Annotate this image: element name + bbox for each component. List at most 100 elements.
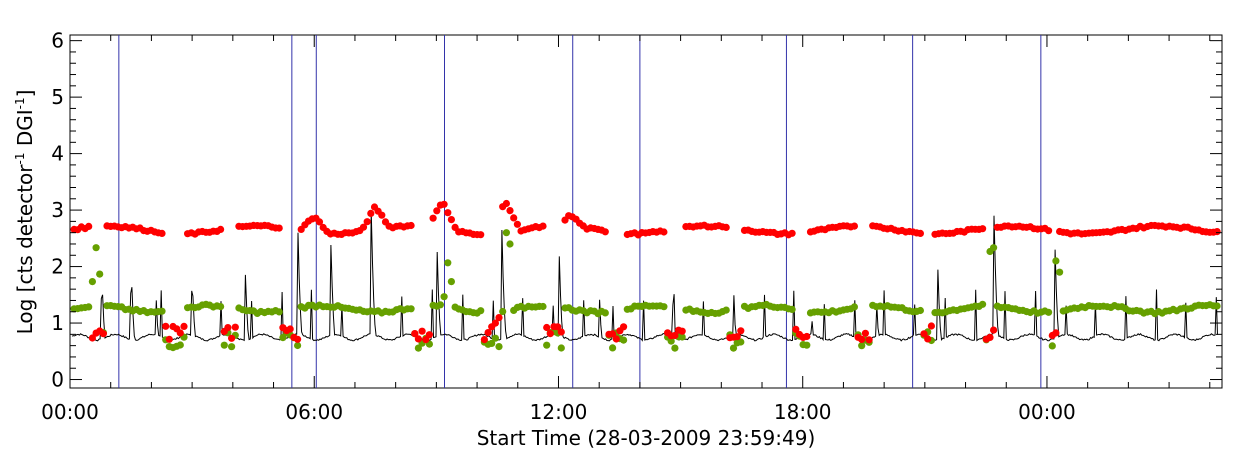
red-point (491, 319, 499, 327)
red-point (180, 322, 188, 330)
y-axis-label-sup1: -1 (13, 153, 27, 165)
x-tick-label: 00:00 (41, 400, 99, 424)
red-point (609, 330, 617, 338)
red-point (418, 327, 426, 335)
red-point (294, 335, 302, 343)
green-point (858, 342, 866, 350)
x-tick-label: 00:00 (1018, 400, 1076, 424)
red-point (85, 222, 93, 230)
red-point (378, 211, 386, 219)
red-point (158, 229, 166, 237)
black-series-line (71, 210, 1218, 342)
red-point (722, 223, 730, 231)
green-point (1048, 342, 1056, 350)
minor-ticks (70, 35, 1222, 388)
y-tick-label: 0 (51, 368, 64, 392)
green-point (667, 337, 675, 345)
red-point (861, 329, 870, 337)
red-point (444, 209, 452, 217)
green-point (228, 343, 236, 351)
red-point (660, 228, 668, 236)
red-point (543, 323, 551, 332)
y-axis-label: Log [cts detector-1 DGI-1] (13, 90, 37, 335)
red-point (425, 331, 433, 339)
y-axis-label-sup2: -1 (13, 97, 27, 109)
green-point (275, 308, 283, 316)
red-point (480, 336, 488, 344)
green-point (495, 343, 503, 351)
red-point (620, 323, 628, 331)
red-point (411, 330, 419, 338)
y-tick-label: 2 (51, 255, 64, 279)
green-point (491, 334, 499, 342)
green-point (440, 293, 448, 301)
red-point (858, 335, 866, 343)
plot-frame (69, 34, 1223, 389)
red-point (850, 222, 859, 230)
red-point (792, 325, 800, 333)
red-point (407, 221, 415, 230)
red-point (176, 329, 184, 337)
red-point (447, 216, 455, 224)
red-point (678, 327, 686, 335)
green-point (477, 307, 485, 315)
green-point (788, 305, 796, 313)
red-point (513, 220, 522, 228)
green-point (436, 301, 444, 309)
x-tick-label: 18:00 (774, 400, 832, 424)
green-point (722, 306, 730, 314)
green-point (96, 270, 104, 278)
red-point (510, 214, 518, 222)
red-point (228, 334, 236, 342)
y-axis-label-mid: DGI (13, 109, 37, 152)
green-point (539, 302, 547, 311)
red-point (979, 225, 987, 233)
red-point (502, 199, 510, 208)
red-point (484, 329, 492, 337)
red-point (99, 330, 107, 338)
black-series (71, 210, 1218, 342)
y-axis: 0 1 2 3 4 5 6 (51, 29, 1222, 392)
green-point (217, 303, 225, 311)
red-point (217, 225, 225, 233)
green-point (1052, 257, 1060, 265)
red-point (231, 323, 239, 331)
red-point (88, 334, 96, 342)
green-point (502, 229, 510, 237)
red-point (920, 330, 928, 338)
red-point (865, 336, 873, 344)
green-point (1045, 308, 1053, 316)
red-point (990, 326, 998, 334)
red-point (916, 229, 925, 237)
red-point (477, 231, 485, 239)
green-point (990, 244, 998, 252)
green-point (543, 341, 551, 349)
red-point (803, 332, 811, 341)
red-point (495, 314, 503, 322)
red-point (367, 209, 375, 217)
green-series (70, 229, 1221, 352)
red-point (286, 325, 294, 333)
green-point (737, 338, 745, 346)
red-point (927, 322, 936, 330)
y-tick-label: 5 (51, 85, 64, 109)
green-point (660, 303, 668, 311)
red-point (1052, 329, 1060, 337)
y-tick-label: 6 (51, 29, 64, 53)
red-point (788, 229, 796, 237)
y-axis-label-end: ] (13, 90, 37, 98)
x-tick-label: 06:00 (285, 400, 343, 424)
red-point (440, 200, 448, 208)
x-axis: 00:00 06:00 12:00 18:00 00:00 (41, 35, 1076, 424)
red-point (557, 328, 565, 336)
y-tick-label: 3 (51, 198, 64, 222)
green-point (407, 305, 415, 313)
green-point (671, 344, 679, 352)
y-tick-label: 1 (51, 311, 64, 335)
green-point (729, 344, 738, 352)
red-point (275, 224, 283, 232)
green-point (678, 333, 686, 341)
red-point (612, 335, 620, 343)
red-point (924, 335, 932, 343)
